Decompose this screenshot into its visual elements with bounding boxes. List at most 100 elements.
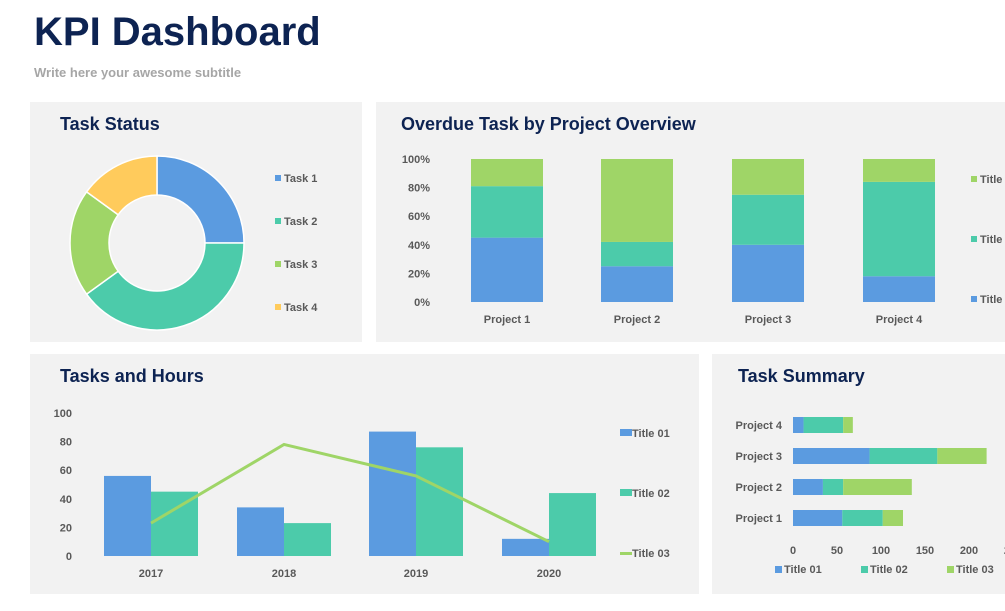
bar-segment [863, 159, 935, 182]
page-subtitle: Write here your awesome subtitle [34, 65, 242, 80]
y-tick-label: 60% [408, 211, 430, 223]
legend-swatch [971, 176, 977, 182]
donut-slice [85, 242, 245, 331]
bar [416, 447, 463, 556]
y-tick-label: 0 [66, 551, 72, 563]
tasks-hours-panel: Tasks and Hours 0 20 40 60 80 100 2017 2018 2019… [30, 354, 699, 594]
y-tick-label: 80% [408, 183, 430, 195]
x-tick-label: Project 2 [614, 314, 660, 326]
bar [549, 493, 596, 556]
legend-label: Task 1 [284, 173, 317, 185]
task-status-chart: Task 1 Task 2 Task 3 Task 4 [69, 155, 318, 331]
x-tick-label: 150 [916, 545, 934, 557]
y-tick-label: 40 [60, 494, 72, 506]
bar [151, 491, 198, 556]
legend-swatch [947, 566, 954, 573]
legend-swatch [620, 552, 632, 555]
legend-swatch [275, 175, 281, 181]
y-tick-label: Project 1 [736, 513, 782, 525]
x-tick-label: Project 4 [876, 314, 923, 326]
legend-swatch [620, 429, 632, 436]
overdue-chart: 0% 20% 40% 60% 80% 100% Project 1 Project 2 Proj… [402, 154, 1005, 326]
bar-segment [822, 479, 844, 495]
bar-segment [882, 510, 903, 526]
line-series [150, 442, 550, 544]
bar-segment [793, 479, 823, 495]
legend-label: Title 0 [980, 294, 1005, 306]
x-tick-label: 0 [790, 545, 796, 557]
bar-segment [732, 244, 804, 302]
x-tick-label: 2020 [537, 568, 561, 580]
x-tick-label: 250 [1004, 545, 1005, 557]
bar-segment [869, 448, 938, 464]
legend-swatch [861, 566, 868, 573]
y-tick-label: 20% [408, 268, 430, 280]
legend-swatch [275, 261, 281, 267]
bar-segment [937, 448, 987, 464]
legend-swatch [620, 489, 632, 496]
bar-segment [601, 241, 673, 267]
bar-segment [863, 181, 935, 277]
legend-swatch [971, 296, 977, 302]
legend-label: Title 01 [784, 564, 822, 576]
bar-segment [732, 159, 804, 195]
legend-swatch [275, 218, 281, 224]
bar [237, 507, 284, 556]
panel-title: Tasks and Hours [60, 366, 204, 386]
bar-segment [601, 159, 673, 242]
bar [369, 431, 416, 556]
bar-segment [793, 448, 870, 464]
legend-label: Title 0 [980, 174, 1005, 186]
x-tick-label: 50 [831, 545, 843, 557]
legend-label: Title 03 [632, 548, 670, 560]
x-tick-label: Project 3 [745, 314, 791, 326]
y-tick-label: Project 2 [736, 482, 782, 494]
bar-segment [471, 237, 543, 302]
bar-segment [863, 276, 935, 302]
donut-slice [85, 155, 158, 216]
overdue-panel: Overdue Task by Project Overview 0% 20% 40… [376, 102, 1005, 342]
y-tick-label: 60 [60, 465, 72, 477]
page-title: KPI Dashboard [34, 10, 321, 54]
y-tick-label: 0% [414, 297, 430, 309]
y-tick-label: 100 [54, 408, 72, 420]
y-tick-label: 40% [408, 240, 430, 252]
y-tick-label: Project 4 [736, 420, 783, 432]
legend-label: Title 03 [956, 564, 994, 576]
legend-label: Title 02 [632, 488, 670, 500]
legend-label: Title 01 [632, 428, 670, 440]
y-tick-label: Project 3 [736, 451, 782, 463]
summary-chart: Project 1 Project 2 Project 3 Project 4 0 50 1… [736, 417, 1005, 576]
bar-segment [732, 194, 804, 245]
x-tick-label: Project 1 [484, 314, 530, 326]
legend-label: Task 3 [284, 259, 317, 271]
bar [104, 475, 151, 556]
y-tick-label: 20 [60, 522, 72, 534]
bar-segment [842, 510, 883, 526]
bar-segment [803, 417, 844, 433]
legend-label: Task 2 [284, 216, 317, 228]
x-tick-label: 2017 [139, 568, 163, 580]
x-tick-label: 2019 [404, 568, 428, 580]
legend-label: Title 0 [980, 234, 1005, 246]
bar-segment [793, 417, 804, 433]
legend-swatch [971, 236, 977, 242]
y-tick-label: 100% [402, 154, 430, 166]
bar-segment [843, 479, 912, 495]
bar-segment [793, 510, 843, 526]
x-tick-label: 2018 [272, 568, 296, 580]
bar [502, 538, 549, 556]
tasks-hours-chart: 0 20 40 60 80 100 2017 2018 2019 2020 Title 01 Titl… [54, 408, 670, 580]
bar-segment [471, 186, 543, 238]
donut-slice [156, 155, 245, 244]
y-tick-label: 80 [60, 437, 72, 449]
panel-title: Task Status [60, 114, 160, 134]
bar-segment [471, 159, 543, 187]
legend-swatch [775, 566, 782, 573]
summary-panel: Task Summary Project 1 Project 2 Project 3… [712, 354, 1005, 594]
legend-label: Task 4 [284, 302, 318, 314]
bar-segment [843, 417, 853, 433]
x-tick-label: 200 [960, 545, 978, 557]
legend-label: Title 02 [870, 564, 908, 576]
panel-title: Task Summary [738, 366, 865, 386]
